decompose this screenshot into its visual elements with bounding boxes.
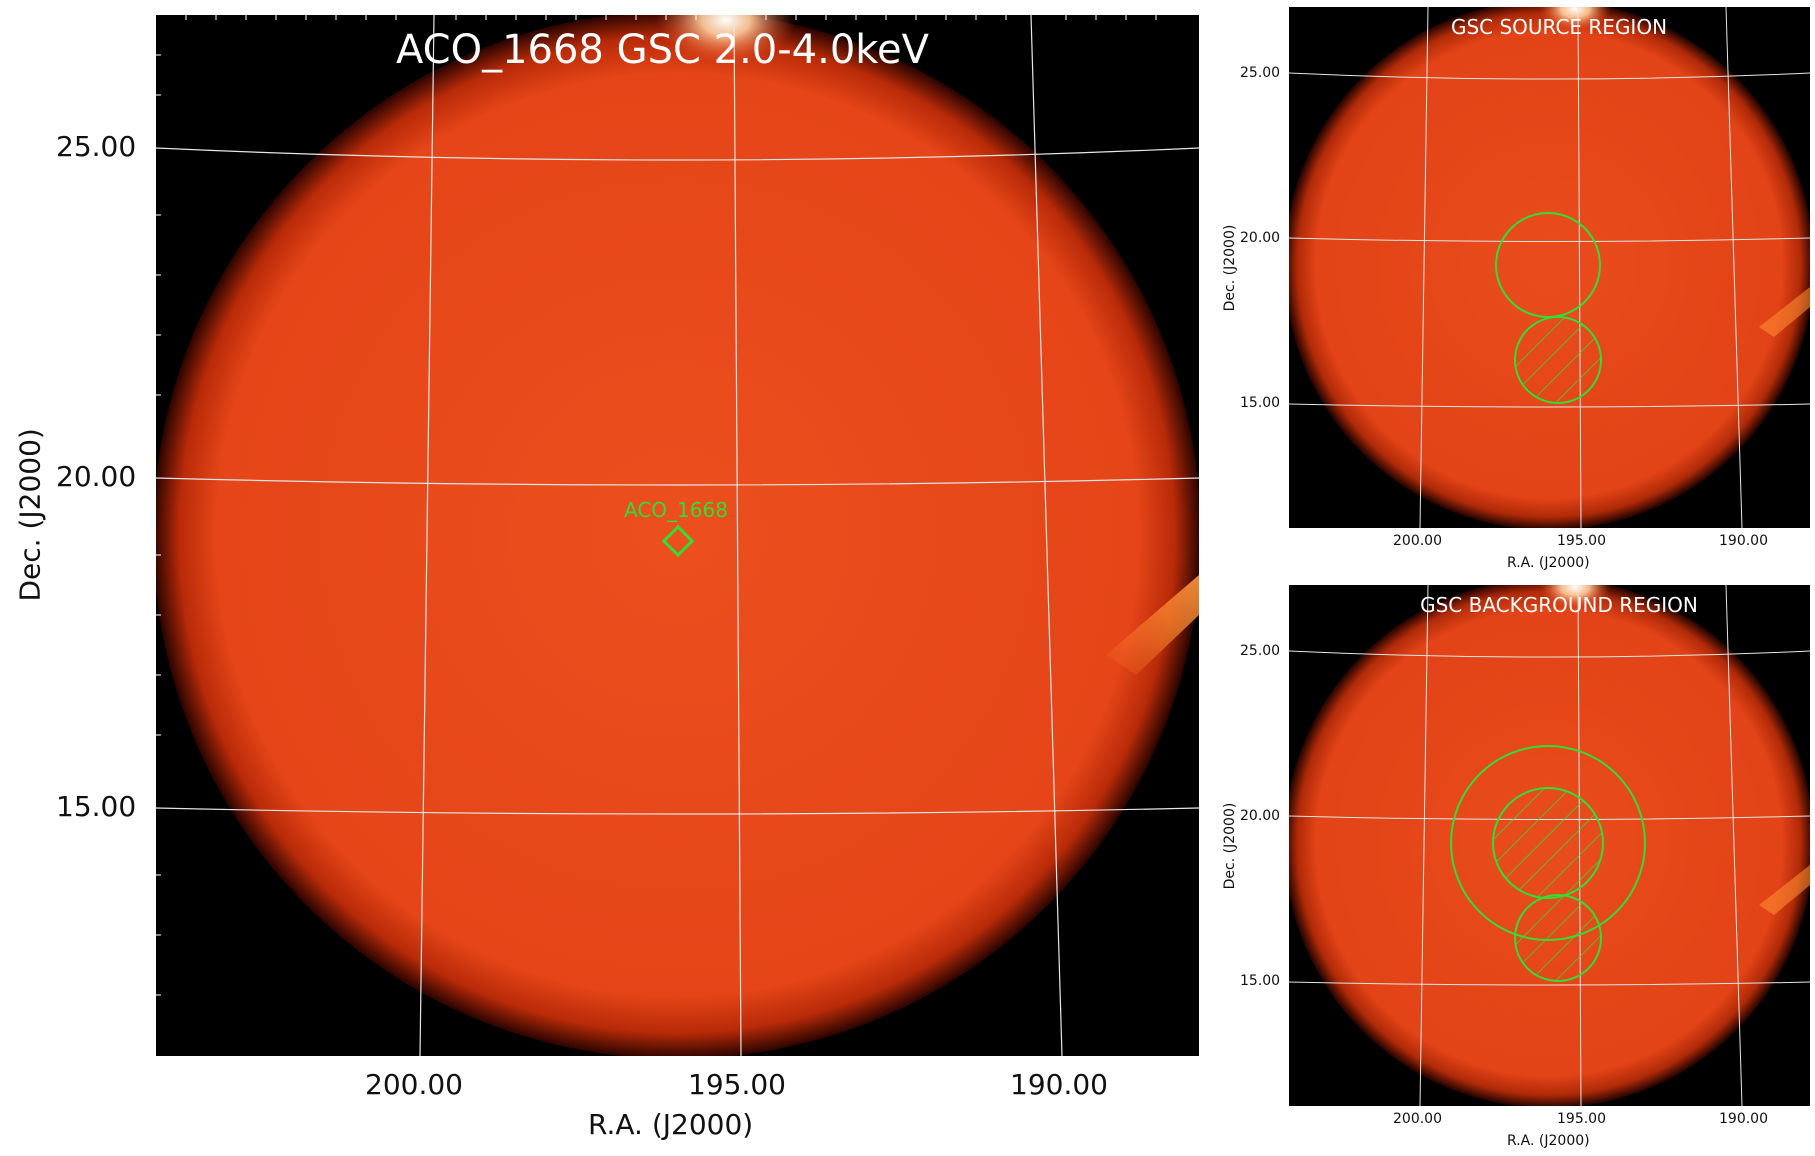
background-y-axis-label: Dec. (J2000)	[1222, 802, 1238, 890]
grid-ra-190	[1030, 15, 1063, 1056]
grid-dec-15	[156, 807, 1199, 815]
source-xtick-190: 190.00	[1719, 533, 1768, 549]
target-diamond-marker[interactable]	[661, 524, 695, 558]
bright-source-top	[1539, 585, 1611, 609]
main-y-axis-label: Dec. (J2000)	[13, 428, 47, 602]
main-xtick-190: 190.00	[1010, 1068, 1108, 1101]
source-region-circle[interactable]	[1495, 212, 1601, 318]
background-sky-map: GSC BACKGROUND REGION	[1289, 585, 1810, 1106]
background-ytick-15: 15.00	[1240, 973, 1281, 989]
source-ytick-15: 15.00	[1240, 395, 1281, 411]
source-ytick-25: 25.00	[1240, 65, 1281, 81]
source-sky-map: GSC SOURCE REGION	[1289, 7, 1810, 528]
main-title: ACO_1668 GSC 2.0-4.0keV	[396, 27, 929, 73]
exposure-disk	[1289, 7, 1810, 528]
source-xtick-195: 195.00	[1557, 533, 1606, 549]
grid-dec-25	[156, 147, 1199, 161]
main-ytick-20: 20.00	[56, 460, 137, 493]
excluded-region-circle[interactable]	[1514, 316, 1602, 404]
source-ytick-20: 20.00	[1240, 230, 1281, 246]
grid-ra-200	[419, 15, 435, 1056]
background-x-axis-label: R.A. (J2000)	[1507, 1133, 1590, 1149]
bright-streak-right	[1759, 865, 1810, 915]
grid-dec-20	[156, 477, 1199, 486]
bright-streak-right	[1106, 575, 1199, 675]
background-map-svg	[1289, 585, 1810, 1106]
main-ytick-25: 25.00	[56, 130, 137, 163]
bright-source-top	[1539, 7, 1611, 31]
main-xtick-195: 195.00	[688, 1068, 786, 1101]
source-y-axis-label: Dec. (J2000)	[1222, 224, 1238, 312]
main-x-axis-label: R.A. (J2000)	[588, 1108, 754, 1141]
background-xtick-190: 190.00	[1719, 1111, 1768, 1127]
background-xtick-200: 200.00	[1393, 1111, 1442, 1127]
source-x-axis-label: R.A. (J2000)	[1507, 555, 1590, 571]
main-ytick-15: 15.00	[56, 790, 137, 823]
background-ytick-20: 20.00	[1240, 808, 1281, 824]
target-label: ACO_1668	[624, 498, 728, 522]
source-xtick-200: 200.00	[1393, 533, 1442, 549]
main-sky-map: ACO_1668 GSC 2.0-4.0keV ACO_1668	[156, 15, 1199, 1056]
edge-ticks	[156, 15, 1157, 996]
background-panel-title: GSC BACKGROUND REGION	[1420, 593, 1698, 617]
source-panel-title: GSC SOURCE REGION	[1450, 15, 1668, 39]
coordinate-grid	[156, 15, 1199, 1056]
background-xtick-195: 195.00	[1557, 1111, 1606, 1127]
main-map-svg	[156, 15, 1199, 1056]
background-annulus-inner[interactable]	[1492, 787, 1604, 899]
background-ytick-25: 25.00	[1240, 643, 1281, 659]
coordinate-grid	[1289, 7, 1810, 528]
main-xtick-200: 200.00	[365, 1068, 463, 1101]
bright-streak-right	[1759, 287, 1810, 337]
source-map-svg	[1289, 7, 1810, 528]
exposure-disk	[156, 15, 1199, 1056]
excluded-region-circle[interactable]	[1514, 894, 1602, 982]
grid-ra-195	[733, 15, 742, 1056]
bright-source-top	[656, 15, 796, 65]
